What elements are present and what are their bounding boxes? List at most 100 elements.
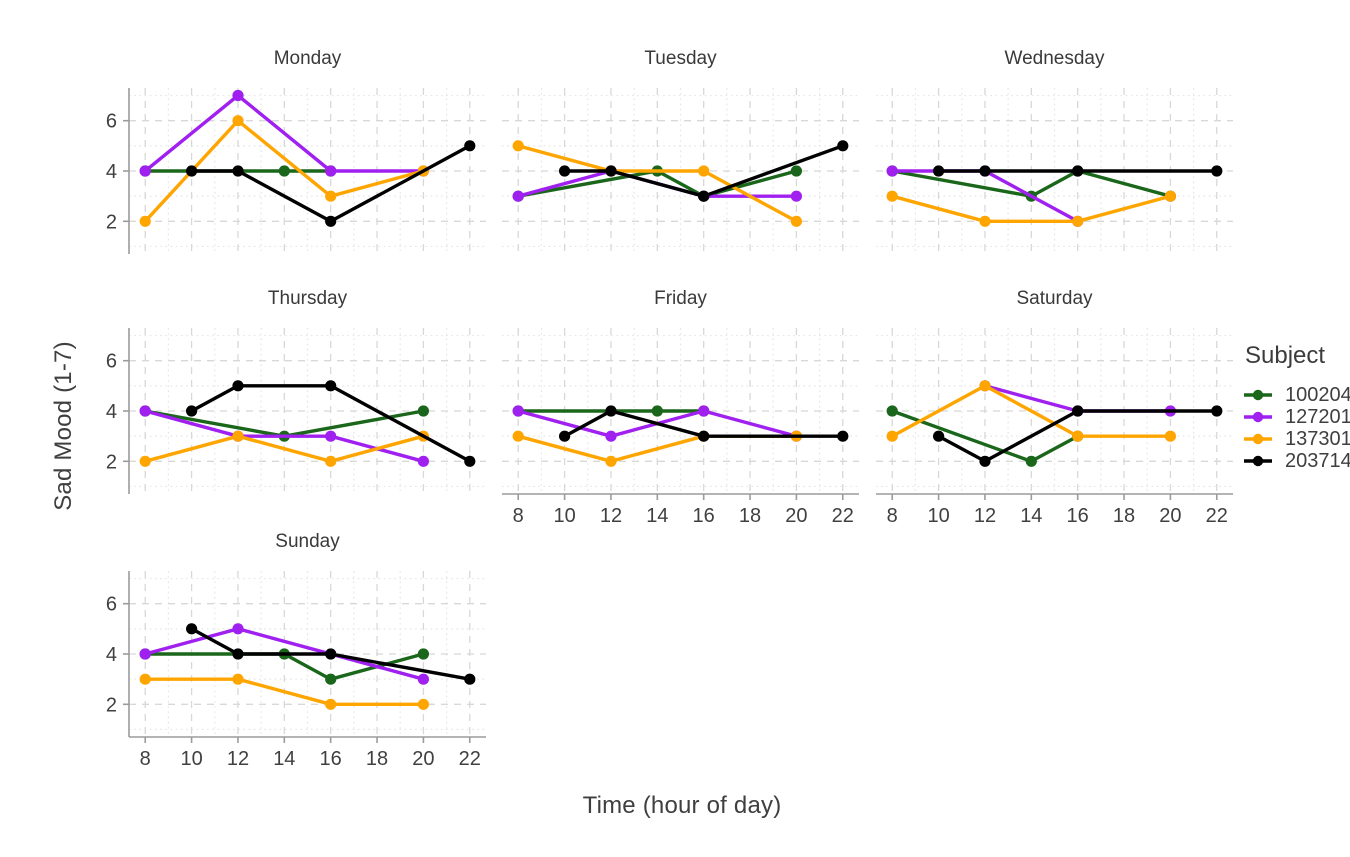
data-point-203714	[325, 648, 337, 660]
data-point-127201	[605, 430, 617, 442]
y-tick-label: 4	[106, 644, 117, 666]
data-point-137301	[886, 430, 898, 442]
data-point-100204	[325, 673, 337, 685]
data-point-137301	[512, 140, 524, 152]
data-point-127201	[698, 405, 710, 417]
facet-title-friday: Friday	[654, 288, 707, 309]
data-point-137301	[325, 190, 337, 202]
x-tick-label: 12	[974, 505, 996, 527]
facet-title-tuesday: Tuesday	[644, 48, 717, 69]
x-tick-label: 22	[1206, 505, 1228, 527]
data-point-203714	[559, 165, 571, 177]
x-tick-label: 10	[180, 748, 202, 770]
series-137301	[139, 673, 429, 710]
data-point-127201	[139, 405, 151, 417]
facet-tuesday: Tuesday	[502, 48, 859, 254]
data-point-127201	[139, 165, 151, 177]
data-point-100204	[790, 165, 803, 177]
facet-wednesday: Wednesday	[876, 48, 1233, 254]
data-point-137301	[886, 190, 898, 202]
series-137301	[886, 380, 1176, 442]
data-point-203714	[464, 140, 476, 152]
legend-label: 203714	[1285, 449, 1350, 472]
data-point-137301	[698, 165, 710, 177]
data-point-203714	[698, 430, 710, 442]
data-point-100204	[417, 648, 429, 660]
y-tick-label: 6	[106, 111, 117, 133]
data-point-203714	[1072, 165, 1084, 177]
data-point-203714	[186, 165, 198, 177]
data-point-137301	[605, 455, 617, 467]
data-point-203714	[464, 673, 476, 685]
data-point-137301	[139, 455, 151, 467]
legend-key-icon	[1244, 433, 1272, 445]
data-point-203714	[605, 405, 617, 417]
x-tick-label: 10	[553, 505, 575, 527]
legend-item-137301: 137301	[1243, 428, 1350, 450]
legend-item-203714: 203714	[1243, 450, 1350, 472]
data-point-203714	[186, 623, 198, 635]
x-tick-label: 16	[693, 505, 715, 527]
x-tick-label: 18	[739, 505, 761, 527]
data-point-127201	[139, 648, 151, 660]
legend-label: 137301	[1285, 427, 1350, 450]
data-point-127201	[512, 190, 524, 202]
x-tick-label: 12	[600, 505, 622, 527]
data-point-203714	[698, 190, 710, 202]
data-point-203714	[837, 430, 849, 442]
data-point-137301	[139, 673, 151, 685]
y-tick-label: 2	[106, 694, 117, 716]
data-point-137301	[1164, 430, 1176, 442]
facet-title-thursday: Thursday	[268, 288, 348, 309]
data-point-137301	[139, 215, 151, 227]
data-point-127201	[417, 673, 429, 685]
data-point-137301	[1072, 215, 1084, 227]
x-tick-label: 20	[785, 505, 807, 527]
data-point-203714	[325, 215, 337, 227]
data-point-127201	[417, 455, 429, 467]
data-point-100204	[417, 405, 429, 417]
x-tick-label: 22	[459, 748, 481, 770]
data-point-137301	[1164, 190, 1176, 202]
data-point-127201	[232, 89, 244, 102]
legend-item-100204: 100204	[1243, 384, 1350, 406]
data-point-203714	[232, 165, 244, 177]
facet-friday: Friday 8 10 12 14 16 18 20 22	[502, 288, 859, 527]
series-203714	[933, 165, 1223, 177]
x-tick-label: 16	[1067, 505, 1089, 527]
facet-title-monday: Monday	[274, 48, 342, 69]
facet-title-wednesday: Wednesday	[1005, 48, 1105, 69]
x-axis-title: Time (hour of day)	[582, 792, 782, 819]
facet-thursday: Thursday 2 4 6	[106, 288, 486, 494]
data-point-137301	[325, 698, 337, 710]
x-tick-label: 20	[1159, 505, 1181, 527]
data-point-137301	[979, 215, 991, 227]
data-point-100204	[886, 405, 898, 417]
series-127201	[139, 623, 429, 685]
series-203714	[186, 623, 476, 685]
data-point-127201	[790, 190, 803, 202]
data-point-100204	[1025, 455, 1037, 467]
faceted-mood-line-chart: Monday 2 4 6 Tuesday Wednesday Thursday 2 4 6 Frid…	[40, 16, 1350, 841]
legend-title: Subject	[1245, 342, 1326, 369]
data-point-137301	[232, 430, 244, 442]
x-tick-label: 8	[140, 748, 151, 770]
data-point-137301	[232, 673, 244, 685]
data-point-203714	[1211, 405, 1223, 417]
y-axis-title: Sad Mood (1-7)	[50, 341, 77, 511]
series-137301	[886, 190, 1176, 227]
series-203714	[186, 140, 476, 227]
x-tick-label: 8	[513, 505, 524, 527]
facet-monday: Monday 2 4 6	[106, 48, 486, 254]
data-point-137301	[1072, 430, 1084, 442]
legend-item-127201: 127201	[1243, 406, 1350, 428]
data-point-127201	[232, 623, 244, 635]
x-tick-label: 14	[273, 748, 295, 770]
data-point-203714	[979, 165, 991, 177]
data-point-137301	[790, 215, 803, 227]
data-point-203714	[232, 380, 244, 392]
facet-saturday: Saturday 8 10 12 14 16 18 20 22	[876, 288, 1233, 527]
legend-label: 100204	[1285, 383, 1350, 406]
series-203714	[186, 380, 476, 467]
legend-key-icon	[1244, 455, 1272, 467]
